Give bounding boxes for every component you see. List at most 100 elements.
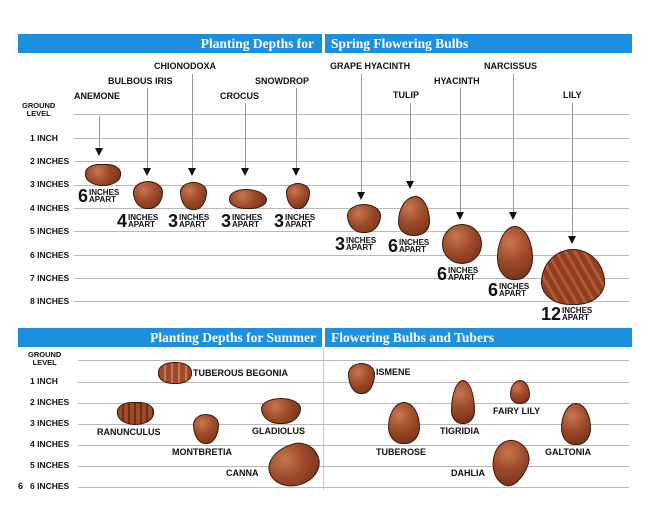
apart-word: APART bbox=[89, 195, 116, 204]
apart-word: APART bbox=[128, 220, 155, 229]
plant-name-hyacinth: HYACINTH bbox=[434, 76, 480, 86]
fairy-lily-icon bbox=[510, 380, 530, 404]
crocus-bulb-icon bbox=[229, 189, 267, 209]
canna-icon bbox=[263, 437, 325, 493]
depth-line bbox=[78, 403, 629, 404]
depth-line bbox=[78, 466, 629, 467]
plant-name-tuberous-begonia: TUBEROUS BEGONIA bbox=[193, 368, 289, 378]
summer-banner-right: Flowering Bulbs and Tubers bbox=[325, 328, 632, 347]
down-arrow-icon bbox=[188, 168, 196, 176]
tuberous-begonia-icon bbox=[158, 362, 192, 384]
plant-name-grape-hyacinth: GRAPE HYACINTH bbox=[330, 61, 411, 71]
plant-name-anemone: ANEMONE bbox=[74, 91, 121, 101]
spring-banner-left: Planting Depths for bbox=[18, 34, 322, 53]
depth-label: 5 INCHES bbox=[30, 226, 70, 236]
plant-name-ismene: ISMENE bbox=[376, 367, 411, 377]
depth-line bbox=[74, 255, 629, 256]
summer-banner-left-text: Planting Depths for Summer bbox=[150, 330, 316, 345]
depth-label: 3 INCHES bbox=[30, 179, 70, 189]
down-arrow-icon bbox=[95, 148, 103, 156]
spacing-number: 6 bbox=[388, 236, 399, 256]
level-word: LEVEL bbox=[32, 358, 57, 367]
plant-name-lily: LILY bbox=[563, 90, 582, 100]
inches-word: INCHES bbox=[128, 212, 159, 222]
summer-ground-level-label: GROUND LEVEL bbox=[28, 351, 61, 367]
down-arrow-icon bbox=[509, 212, 517, 220]
chionodoxa-bulb-icon bbox=[180, 182, 207, 210]
down-arrow-icon bbox=[292, 168, 300, 176]
spacing-number: 3 bbox=[168, 211, 179, 231]
section-divider bbox=[323, 348, 324, 490]
tuberose-icon bbox=[388, 402, 420, 444]
spacing-number: 3 bbox=[221, 211, 232, 231]
pointer-stem bbox=[296, 88, 297, 168]
spacing-label: 6 INCHES APART bbox=[388, 236, 429, 256]
plant-name-dahlia: DAHLIA bbox=[451, 468, 485, 478]
plant-name-crocus: CROCUS bbox=[220, 91, 260, 101]
inches-word: INCHES bbox=[499, 281, 530, 291]
inches-word: INCHES bbox=[179, 212, 210, 222]
spacing-number: 4 bbox=[117, 211, 128, 231]
inches-word: INCHES bbox=[562, 305, 593, 315]
down-arrow-icon bbox=[357, 192, 365, 200]
spacing-label: 3 INCHES APART bbox=[335, 234, 376, 254]
spacing-label: 3 INCHES APART bbox=[221, 211, 262, 231]
summer-banner-right-text: Flowering Bulbs and Tubers bbox=[331, 330, 495, 345]
spacing-label: 6 INCHES APART bbox=[488, 280, 530, 300]
level-word: LEVEL bbox=[26, 109, 51, 118]
depth-line bbox=[74, 231, 629, 232]
plant-name-narcissus: NARCISSUS bbox=[484, 61, 538, 71]
spacing-number: 6 bbox=[488, 280, 499, 300]
spring-banner-right-text: Spring Flowering Bulbs bbox=[331, 36, 469, 51]
montbretia-icon bbox=[193, 414, 219, 444]
plant-name-galtonia: GALTONIA bbox=[545, 447, 592, 457]
spacing-label: 6 INCHES APART bbox=[78, 187, 120, 205]
spring-ground-line bbox=[74, 114, 629, 115]
depth-label: 2 INCHES bbox=[30, 156, 70, 166]
anemone-bulb-icon bbox=[85, 164, 121, 186]
spacing-label: 6 INCHES APART bbox=[437, 265, 479, 283]
depth-line bbox=[74, 301, 629, 302]
apart-word: APART bbox=[232, 220, 259, 229]
spacing-number: 3 bbox=[274, 211, 285, 231]
spring-ground-level-label: GROUND LEVEL bbox=[22, 102, 55, 118]
pointer-stem bbox=[245, 103, 246, 168]
depth-label: 6 INCHES bbox=[30, 481, 70, 491]
inches-word: INCHES bbox=[285, 212, 316, 222]
summer-banner-left: Planting Depths for Summer bbox=[18, 328, 322, 347]
inches-word: INCHES bbox=[89, 187, 120, 197]
pointer-stem bbox=[513, 74, 514, 212]
apart-word: APART bbox=[346, 243, 373, 252]
depth-label: 4 INCHES bbox=[30, 439, 70, 449]
plant-name-tuberose: TUBEROSE bbox=[376, 447, 427, 457]
depth-line bbox=[74, 185, 629, 186]
spacing-number: 3 bbox=[335, 234, 346, 254]
pointer-stem bbox=[410, 103, 411, 181]
plant-name-ranunculus: RANUNCULUS bbox=[97, 427, 161, 437]
lily-bulb-icon bbox=[541, 249, 605, 305]
plant-name-bulbous-iris: BULBOUS IRIS bbox=[108, 76, 173, 86]
depth-label: 5 INCHES bbox=[30, 460, 70, 470]
depth-label: 1 INCH bbox=[30, 133, 58, 143]
grape-hyacinth-bulb-icon bbox=[347, 204, 381, 233]
ismene-icon bbox=[348, 363, 375, 394]
inches-word: INCHES bbox=[448, 265, 479, 275]
summer-ground-line bbox=[78, 360, 629, 361]
pointer-stem bbox=[147, 88, 148, 168]
plant-name-tulip: TULIP bbox=[393, 90, 419, 100]
pointer-stem bbox=[460, 88, 461, 212]
depth-line bbox=[78, 487, 629, 488]
spacing-label: 3 INCHES APART bbox=[274, 211, 316, 231]
plant-name-chionodoxa: CHIONODOXA bbox=[154, 61, 217, 71]
page-number: 6 bbox=[18, 481, 24, 491]
down-arrow-icon bbox=[568, 236, 576, 244]
depth-label: 4 INCHES bbox=[30, 203, 70, 213]
apart-word: APART bbox=[448, 273, 475, 282]
spacing-label: 4 INCHES APART bbox=[117, 211, 159, 231]
depth-label: 3 INCHES bbox=[30, 418, 70, 428]
tulip-bulb-icon bbox=[398, 196, 430, 236]
plant-name-snowdrop: SNOWDROP bbox=[255, 76, 309, 86]
spacing-label: 12 INCHES APART bbox=[541, 305, 593, 323]
ranunculus-icon bbox=[117, 402, 154, 425]
depth-label: 2 INCHES bbox=[30, 397, 70, 407]
